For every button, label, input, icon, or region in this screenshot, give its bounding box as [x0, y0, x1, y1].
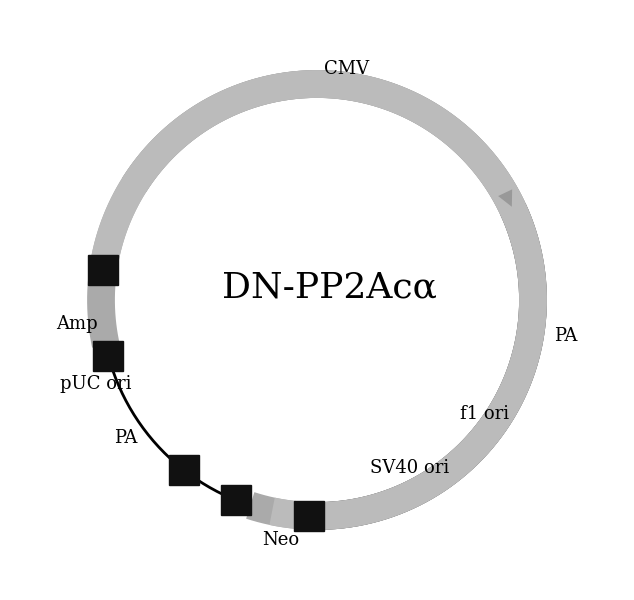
Text: PA: PA	[113, 429, 137, 447]
Bar	[93, 341, 124, 371]
Bar	[88, 255, 118, 285]
Text: PA: PA	[554, 327, 578, 345]
Bar	[169, 455, 199, 485]
Text: Neo: Neo	[262, 531, 299, 549]
Text: f1 ori: f1 ori	[460, 405, 509, 423]
Text: Amp: Amp	[56, 315, 98, 333]
Text: SV40 ori: SV40 ori	[370, 459, 449, 477]
Text: pUC ori: pUC ori	[60, 375, 131, 393]
Text: CMV: CMV	[325, 60, 370, 78]
Text: DN-PP2Acα: DN-PP2Acα	[221, 271, 436, 305]
Bar	[294, 501, 325, 531]
Bar	[221, 485, 251, 515]
